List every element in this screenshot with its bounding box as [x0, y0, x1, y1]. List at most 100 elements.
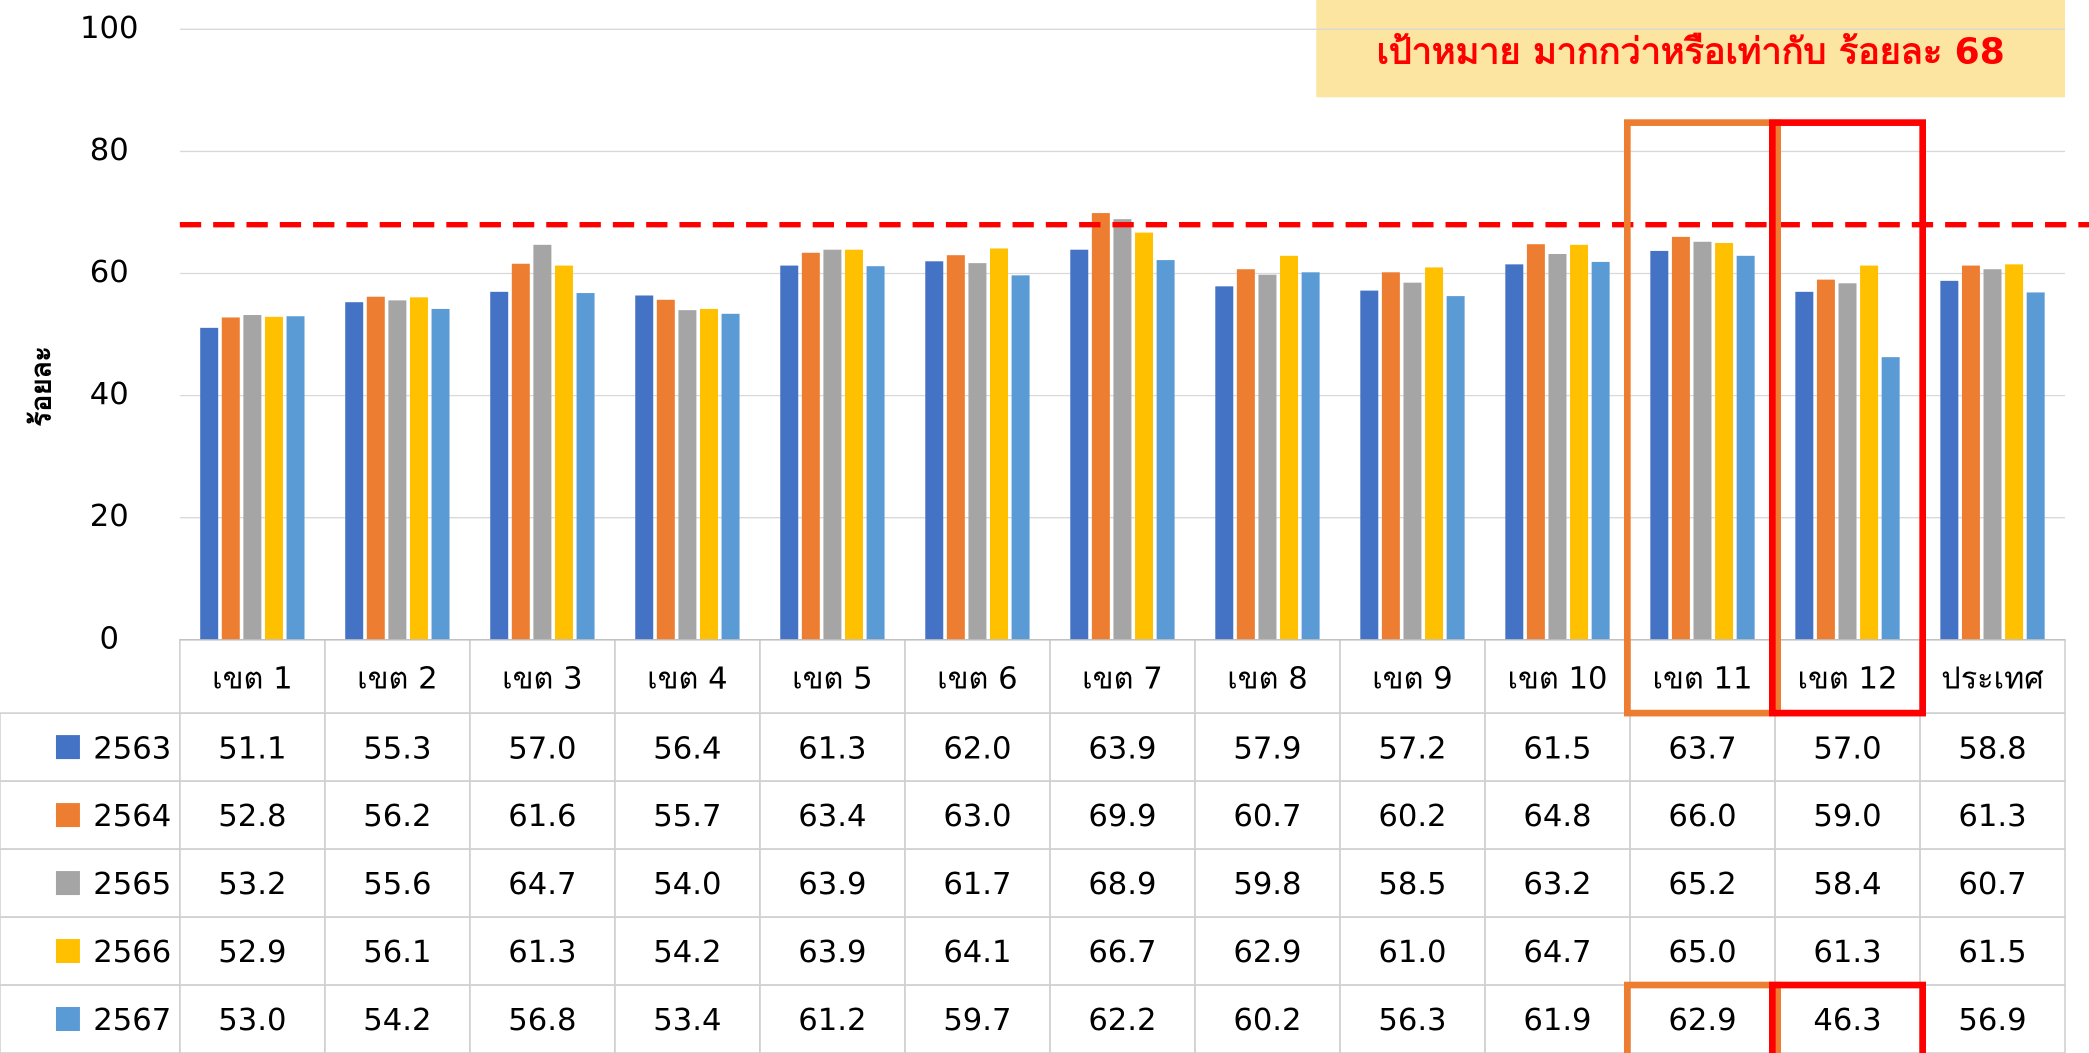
- bar: [823, 249, 842, 640]
- bar: [1961, 265, 1980, 640]
- bar: [1940, 280, 1959, 640]
- table-value: 53.0: [218, 1003, 286, 1038]
- bar: [780, 265, 799, 640]
- table-value: 59.0: [1813, 799, 1881, 834]
- legend-swatch: [55, 1007, 80, 1032]
- x-tick-label: เขต 1: [212, 661, 292, 696]
- bar: [200, 327, 219, 640]
- table-value: 58.4: [1813, 867, 1881, 902]
- table-value: 56.8: [508, 1003, 576, 1038]
- x-tick-label: เขต 7: [1082, 661, 1162, 696]
- legend-swatch: [55, 871, 80, 896]
- bar: [2005, 264, 2024, 640]
- table-value: 56.9: [1958, 1003, 2026, 1038]
- table-value: 61.9: [1523, 1003, 1591, 1038]
- bar: [635, 295, 654, 640]
- table-value: 61.0: [1378, 935, 1446, 970]
- legend-label: 2563: [93, 731, 171, 766]
- bar: [388, 300, 407, 640]
- x-tick-label: เขต 11: [1653, 661, 1753, 696]
- bar: [1403, 282, 1422, 640]
- bar: [946, 255, 965, 640]
- bar: [1548, 253, 1567, 640]
- bar: [1650, 250, 1669, 640]
- bar: [678, 310, 697, 640]
- bar: [1215, 286, 1234, 640]
- table-value: 61.3: [1813, 935, 1881, 970]
- y-tick-label: 20: [90, 499, 129, 534]
- bar: [221, 317, 240, 640]
- bar: [990, 248, 1009, 640]
- x-tick-label: เขต 2: [357, 661, 437, 696]
- bar: [1693, 241, 1712, 640]
- bar: [286, 316, 305, 640]
- legend-swatch: [55, 939, 80, 964]
- bar: [366, 296, 385, 640]
- table-value: 55.3: [363, 731, 431, 766]
- table-value: 64.8: [1523, 799, 1591, 834]
- bar: [699, 308, 718, 640]
- annotation: เป้าหมาย มากกว่าหรือเท่ากับ ร้อยละ 68: [1377, 31, 2005, 72]
- bar: [1570, 244, 1589, 640]
- table-value: 59.8: [1233, 867, 1301, 902]
- table-value: 51.1: [218, 731, 286, 766]
- x-tick-label: เขต 12: [1798, 661, 1898, 696]
- bar: [866, 266, 885, 640]
- table-value: 65.2: [1668, 867, 1736, 902]
- bar: [1011, 275, 1030, 640]
- table-value: 63.9: [1088, 731, 1156, 766]
- x-tick-label: เขต 3: [502, 661, 582, 696]
- table-value: 60.7: [1233, 799, 1301, 834]
- y-tick-label: 80: [90, 133, 129, 168]
- bar: [490, 291, 509, 640]
- bar: [1505, 264, 1524, 640]
- table-value: 59.7: [943, 1003, 1011, 1038]
- bar: [968, 263, 987, 640]
- table-value: 63.9: [798, 935, 866, 970]
- x-tick-label: เขต 4: [647, 661, 727, 696]
- highlight-box: [1768, 119, 1927, 717]
- table-value: 63.7: [1668, 731, 1736, 766]
- table-value: 55.7: [653, 799, 721, 834]
- legend-label: 2565: [93, 867, 171, 902]
- bar: [1446, 296, 1465, 640]
- table-value: 53.4: [653, 1003, 721, 1038]
- legend-swatch: [55, 803, 80, 828]
- bar: [345, 302, 364, 640]
- table-value: 58.8: [1958, 731, 2026, 766]
- table-value: 58.5: [1378, 867, 1446, 902]
- table-value: 61.5: [1958, 935, 2026, 970]
- bar: [1135, 232, 1154, 640]
- table-value: 63.0: [943, 799, 1011, 834]
- table-value: 61.3: [798, 731, 866, 766]
- bar: [1838, 283, 1857, 640]
- table-value: 61.5: [1523, 731, 1591, 766]
- bar: [925, 261, 944, 640]
- table-value: 46.3: [1813, 1003, 1881, 1038]
- bar: [1091, 213, 1110, 640]
- table-value: 54.2: [363, 1003, 431, 1038]
- bar: [1795, 291, 1814, 640]
- table-value: 62.9: [1233, 935, 1301, 970]
- table-value: 60.7: [1958, 867, 2026, 902]
- table-value: 57.0: [508, 731, 576, 766]
- table-value: 62.0: [943, 731, 1011, 766]
- bar: [576, 293, 595, 640]
- y-tick-label: 60: [90, 255, 129, 290]
- table-value: 62.9: [1668, 1003, 1736, 1038]
- table-value: 57.0: [1813, 731, 1881, 766]
- y-tick-label: 0: [99, 621, 118, 656]
- y-tick-label: 100: [80, 11, 138, 46]
- x-tick-label: เขต 6: [937, 661, 1017, 696]
- bar: [721, 313, 740, 640]
- table-value: 57.9: [1233, 731, 1301, 766]
- table-value: 65.0: [1668, 935, 1736, 970]
- table-value: 56.2: [363, 799, 431, 834]
- table-value: 64.7: [508, 867, 576, 902]
- x-tick-label: เขต 9: [1372, 661, 1452, 696]
- bar: [1301, 272, 1320, 640]
- x-tick-label: เขต 8: [1227, 661, 1307, 696]
- highlight-box: [1623, 981, 1781, 1053]
- table-value: 55.6: [363, 867, 431, 902]
- bar: [1360, 290, 1379, 640]
